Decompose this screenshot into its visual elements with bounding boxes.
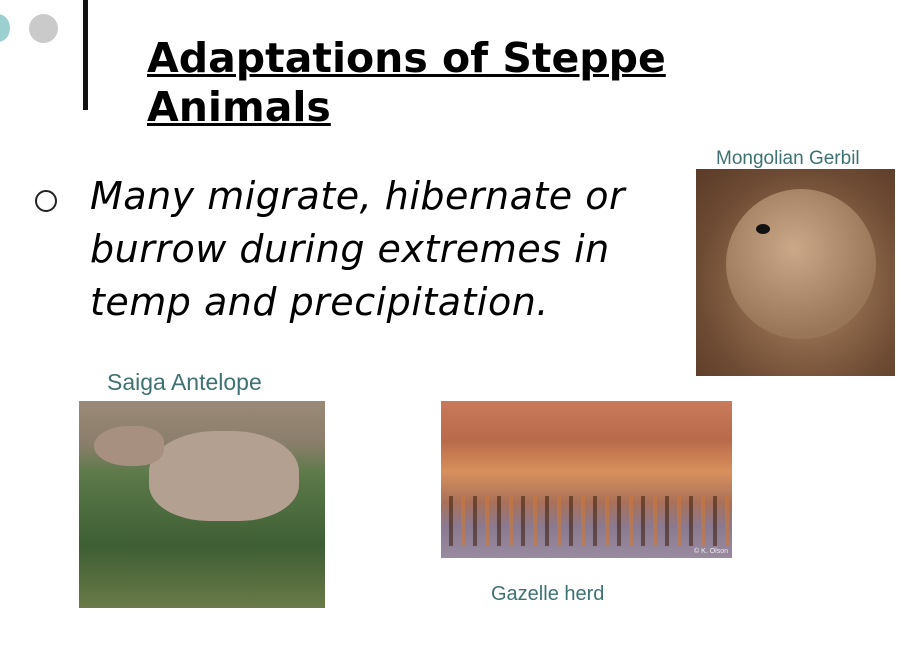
gazelle-caption: Gazelle herd bbox=[491, 583, 605, 605]
gazelle-herd-figures bbox=[441, 496, 732, 546]
slide-title: Adaptations of Steppe Animals bbox=[147, 34, 666, 131]
title-divider bbox=[83, 0, 88, 110]
gerbil-eye bbox=[756, 224, 770, 234]
gerbil-figure bbox=[726, 189, 876, 339]
saiga-antelope-photo bbox=[79, 401, 325, 608]
photo-watermark: © K. Olson bbox=[694, 548, 728, 555]
gerbil-photo bbox=[696, 169, 895, 376]
saiga-head bbox=[94, 426, 164, 466]
saiga-caption: Saiga Antelope bbox=[107, 369, 262, 395]
bullet-text: Many migrate, hibernate or burrow during… bbox=[90, 174, 626, 324]
saiga-body bbox=[149, 431, 299, 521]
gerbil-caption: Mongolian Gerbil bbox=[716, 148, 860, 169]
bullet-circle-icon bbox=[35, 190, 57, 212]
decorative-dot-gray bbox=[29, 14, 58, 43]
gazelle-herd-photo: © K. Olson bbox=[441, 401, 732, 558]
decorative-dot-teal bbox=[0, 14, 10, 42]
